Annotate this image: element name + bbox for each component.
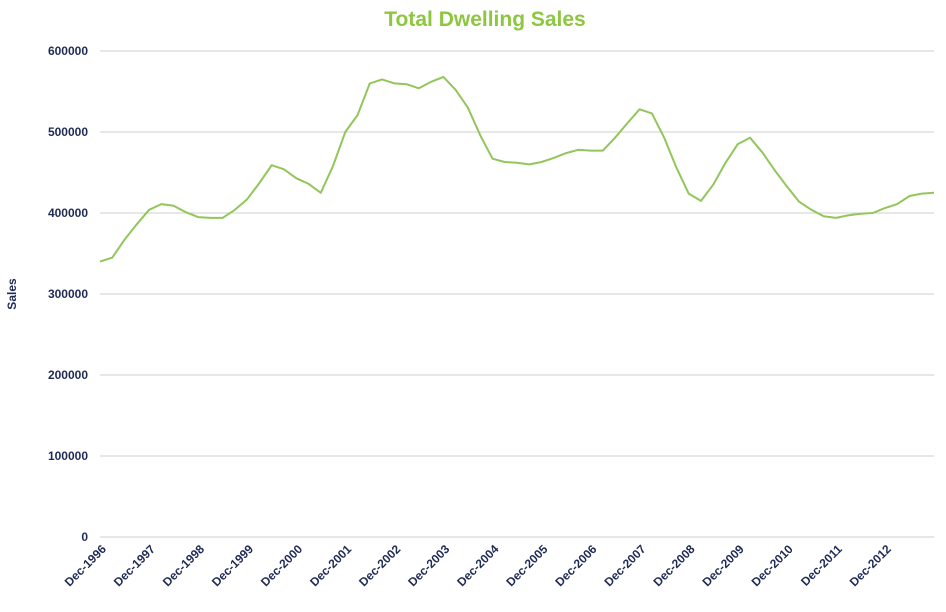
x-tick-label: Dec-2002	[356, 542, 403, 589]
x-tick-label: Dec-2009	[700, 542, 747, 589]
chart-title: Total Dwelling Sales	[384, 8, 586, 31]
y-tick-label: 0	[81, 530, 88, 544]
x-tick-label: Dec-1998	[160, 542, 207, 589]
x-tick-label: Dec-2008	[650, 542, 697, 589]
y-axis-label: Sales	[5, 278, 19, 310]
y-tick-label: 100000	[48, 449, 88, 463]
y-tick-label: 500000	[48, 125, 88, 139]
x-tick-label: Dec-2010	[749, 542, 796, 589]
x-tick-label: Dec-1996	[62, 542, 109, 589]
x-tick-label: Dec-2004	[454, 542, 501, 589]
x-tick-label: Dec-1999	[209, 542, 256, 589]
y-tick-label: 200000	[48, 368, 88, 382]
line	[99, 75, 935, 263]
x-tick-label: Dec-2007	[601, 542, 648, 589]
x-tick-label: Dec-2001	[307, 542, 354, 589]
y-tick-label: 400000	[48, 206, 88, 220]
x-tick-label: Dec-2006	[552, 542, 599, 589]
y-tick-label: 300000	[48, 287, 88, 301]
y-tick-label: 600000	[48, 44, 88, 58]
x-tick-label: Dec-2005	[503, 542, 550, 589]
x-tick-label: Dec-2000	[258, 542, 305, 589]
x-tick-label: Dec-1997	[111, 542, 158, 589]
x-tick-label: Dec-2011	[798, 542, 845, 589]
x-tick-label: Dec-2012	[847, 542, 894, 589]
x-tick-label: Dec-2003	[405, 542, 452, 589]
